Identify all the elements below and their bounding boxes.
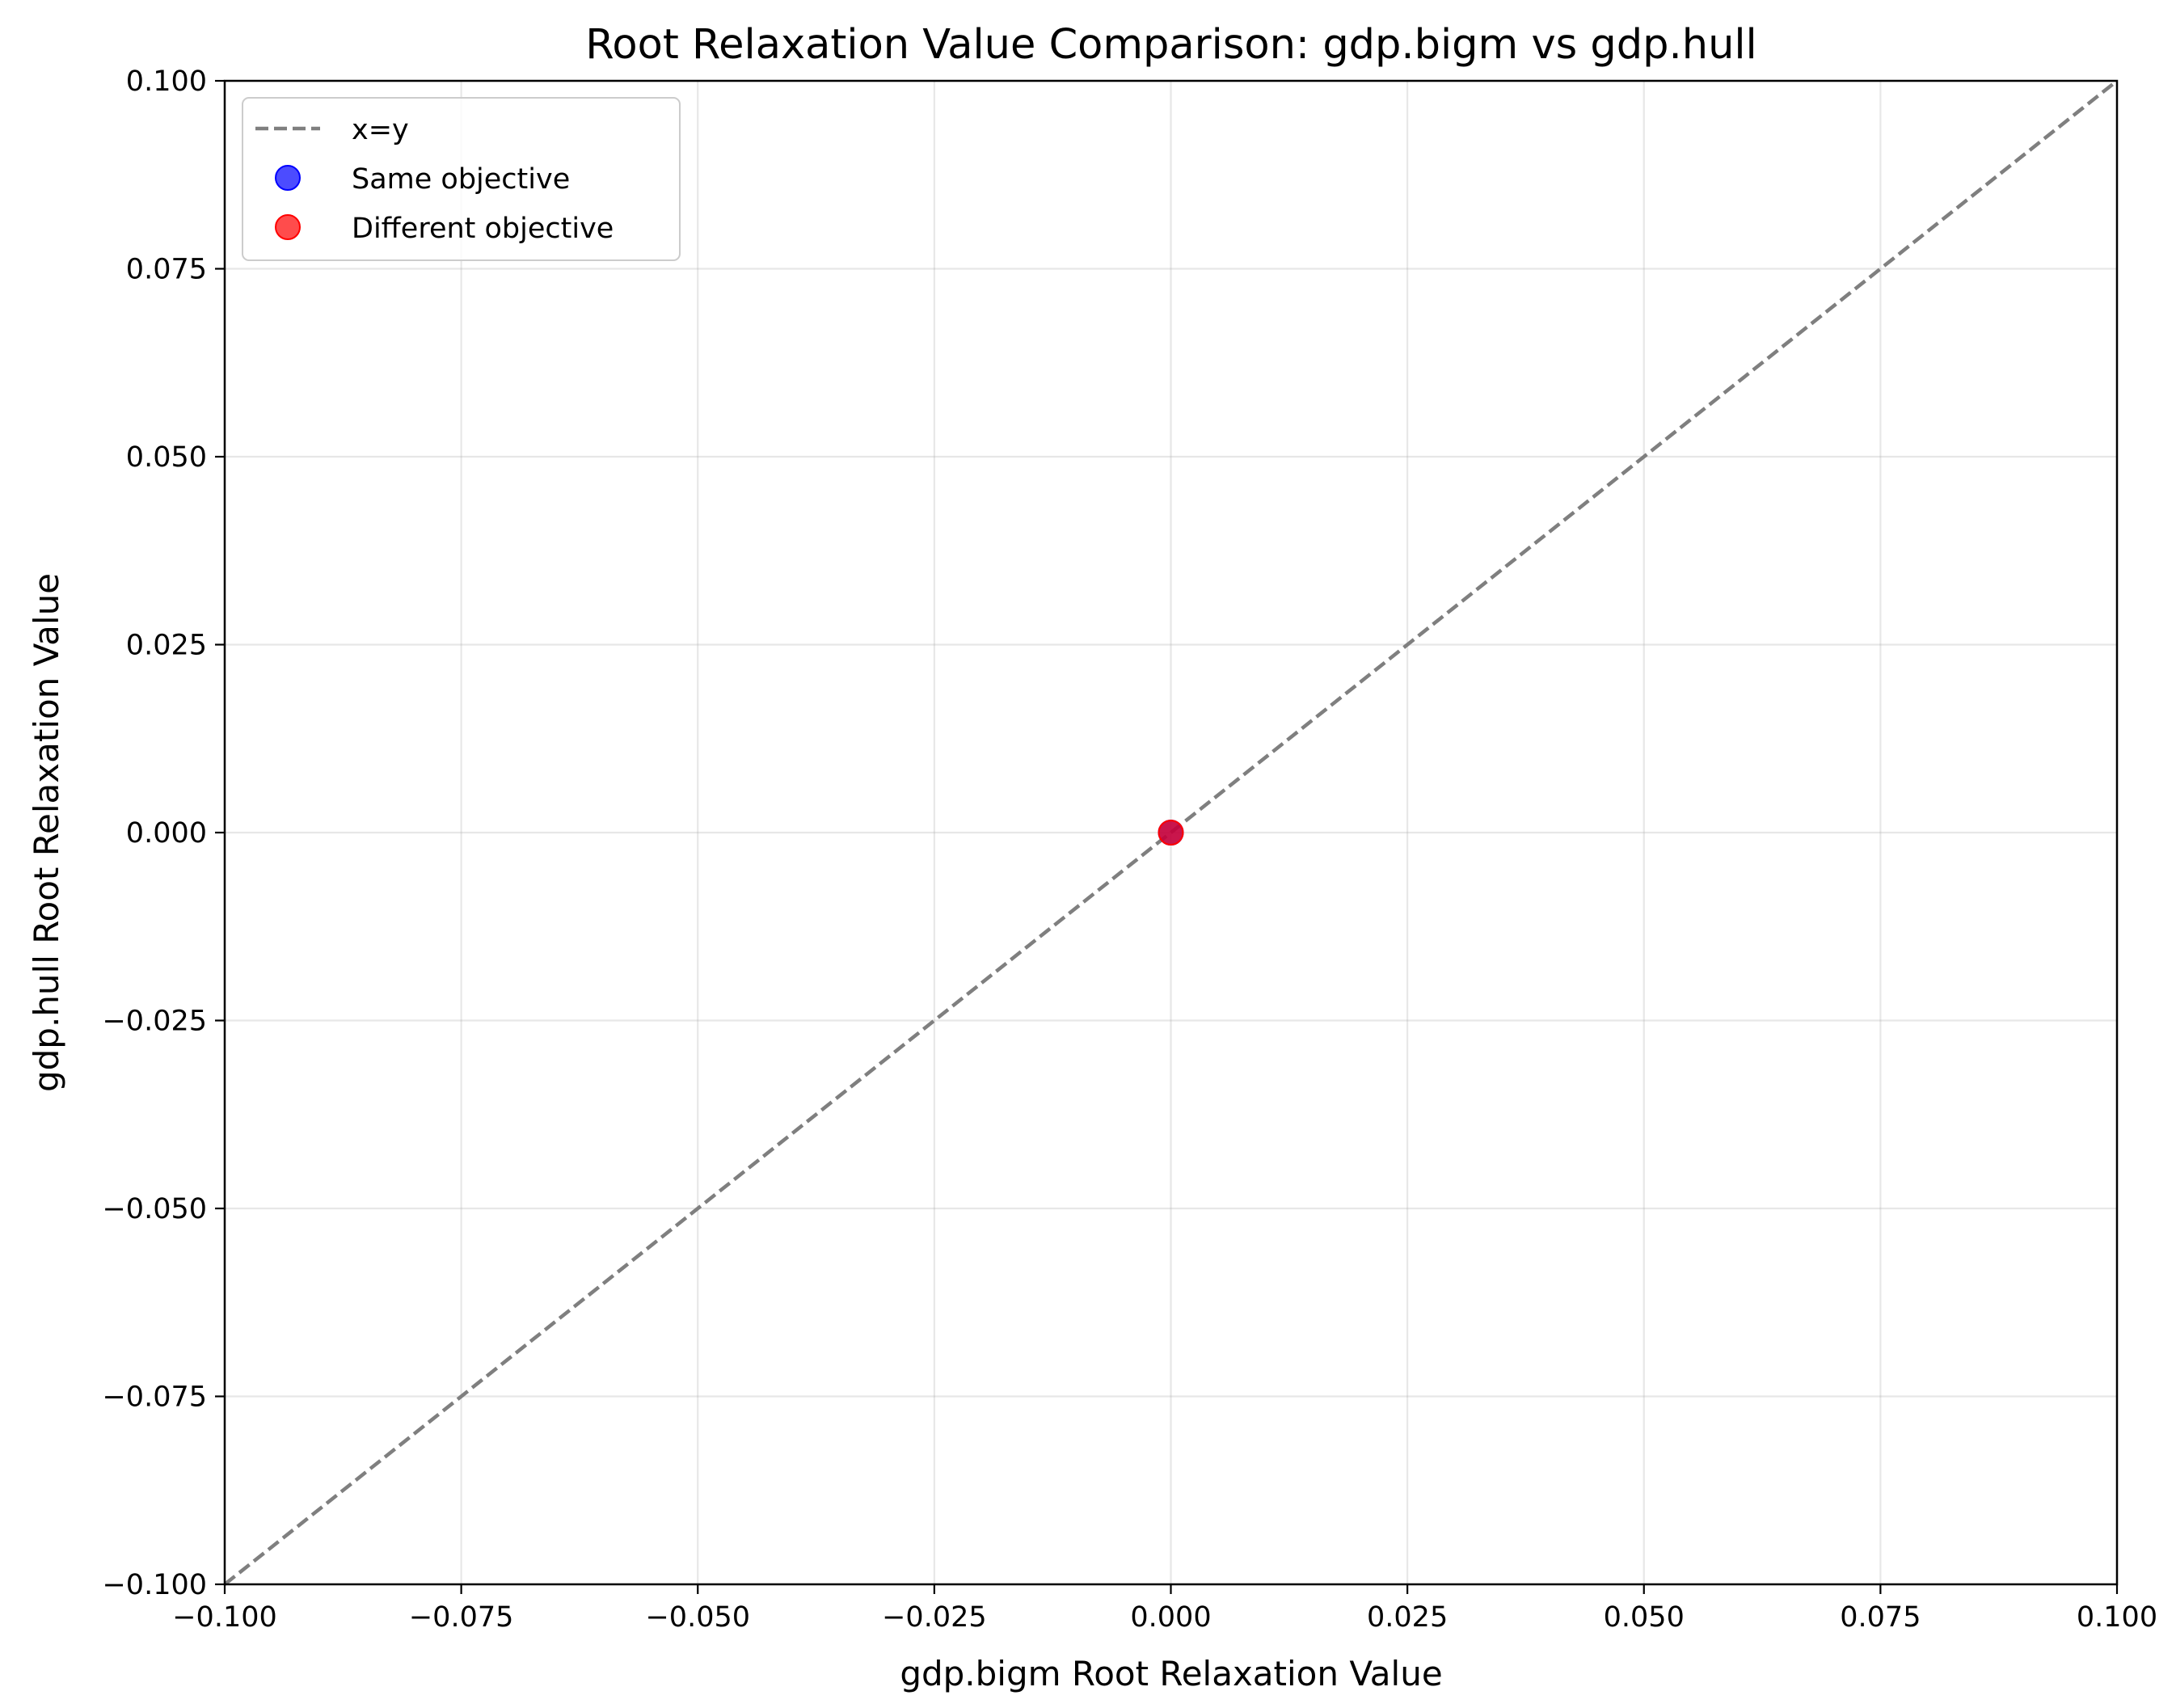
x-tick-label: −0.025 [882, 1601, 987, 1634]
axis-ticks: −0.100 −0.075 −0.050 −0.025 0.000 0.025 0.050 0… [102, 65, 2157, 1634]
legend-frame [242, 97, 681, 261]
y-tick-label: 0.000 [126, 817, 207, 850]
y-tick-label: −0.100 [102, 1569, 207, 1601]
data-points [1158, 820, 1184, 846]
chart-title: Root Relaxation Value Comparison: gdp.bi… [585, 21, 1756, 69]
y-tick-label: 0.100 [126, 65, 207, 98]
reference-line-x-equals-y [223, 79, 2119, 1586]
y-tick-label: −0.075 [102, 1381, 207, 1414]
legend-label-different-objective: Different objective [352, 213, 614, 245]
x-tick-label: 0.100 [2077, 1601, 2157, 1634]
legend: x=y Same objective Different objective [242, 97, 681, 261]
y-tick-label: 0.050 [126, 441, 207, 474]
legend-label-same-objective: Same objective [352, 163, 570, 196]
y-tick-label: −0.050 [102, 1193, 207, 1225]
x-tick-label: 0.025 [1367, 1601, 1448, 1634]
x-tick-label: 0.050 [1604, 1601, 1685, 1634]
y-tick-label: 0.025 [126, 630, 207, 662]
legend-swatch-same-objective [275, 165, 301, 191]
x-tick-label: −0.075 [409, 1601, 514, 1634]
x-axis-label: gdp.bigm Root Relaxation Value [900, 1654, 1442, 1693]
x-tick-label: 0.075 [1840, 1601, 1921, 1634]
different-objective-point [1158, 820, 1184, 846]
x-tick-label: −0.100 [172, 1601, 277, 1634]
y-tick-label: 0.075 [126, 254, 207, 286]
legend-swatch-different-objective [275, 214, 301, 240]
x-tick-label: 0.000 [1130, 1601, 1211, 1634]
y-axis-label: gdp.hull Root Relaxation Value [27, 573, 66, 1092]
reference-line-layer [223, 79, 2119, 1586]
y-tick-label: −0.025 [102, 1006, 207, 1038]
x-tick-label: −0.050 [645, 1601, 750, 1634]
legend-label-reference-line: x=y [352, 114, 409, 146]
